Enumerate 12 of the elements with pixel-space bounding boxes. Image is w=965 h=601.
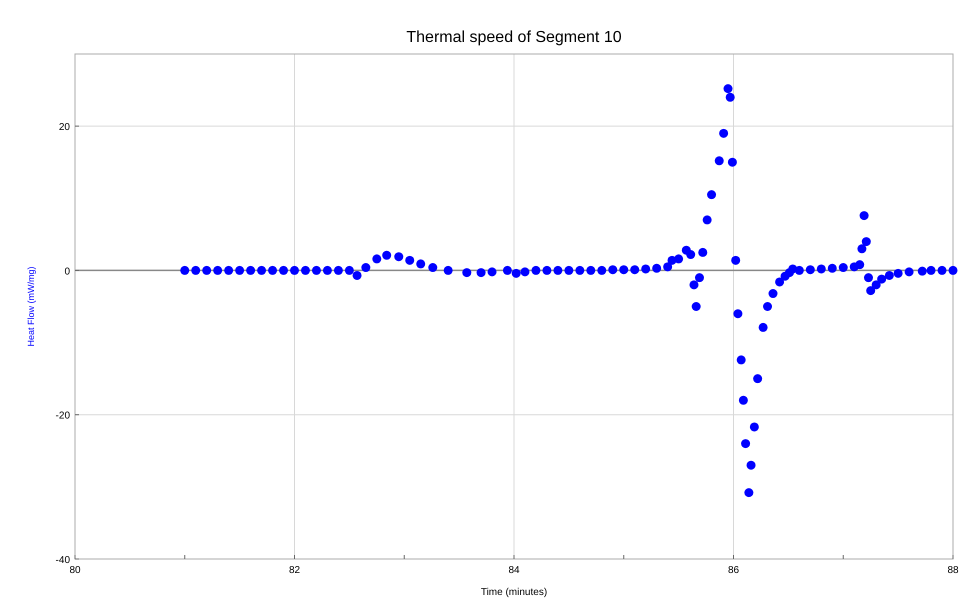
y-tick-label: -20 [56, 410, 70, 422]
y-tick-label: -40 [56, 555, 70, 566]
x-axis-title: Time (minutes) [480, 587, 548, 598]
x-tick-label: 84 [508, 565, 520, 576]
y-axis-title: Heat Flow (mW/mg) [26, 266, 36, 347]
chart-title: Thermal speed of Segment 10 [406, 29, 622, 46]
y-tick-label: 0 [64, 266, 70, 278]
x-tick-label: 88 [947, 565, 959, 576]
x-tick-label: 82 [288, 565, 300, 576]
y-tick-label: 20 [58, 122, 70, 134]
x-tick-label: 86 [728, 565, 740, 576]
x-tick-label: 80 [69, 565, 81, 576]
